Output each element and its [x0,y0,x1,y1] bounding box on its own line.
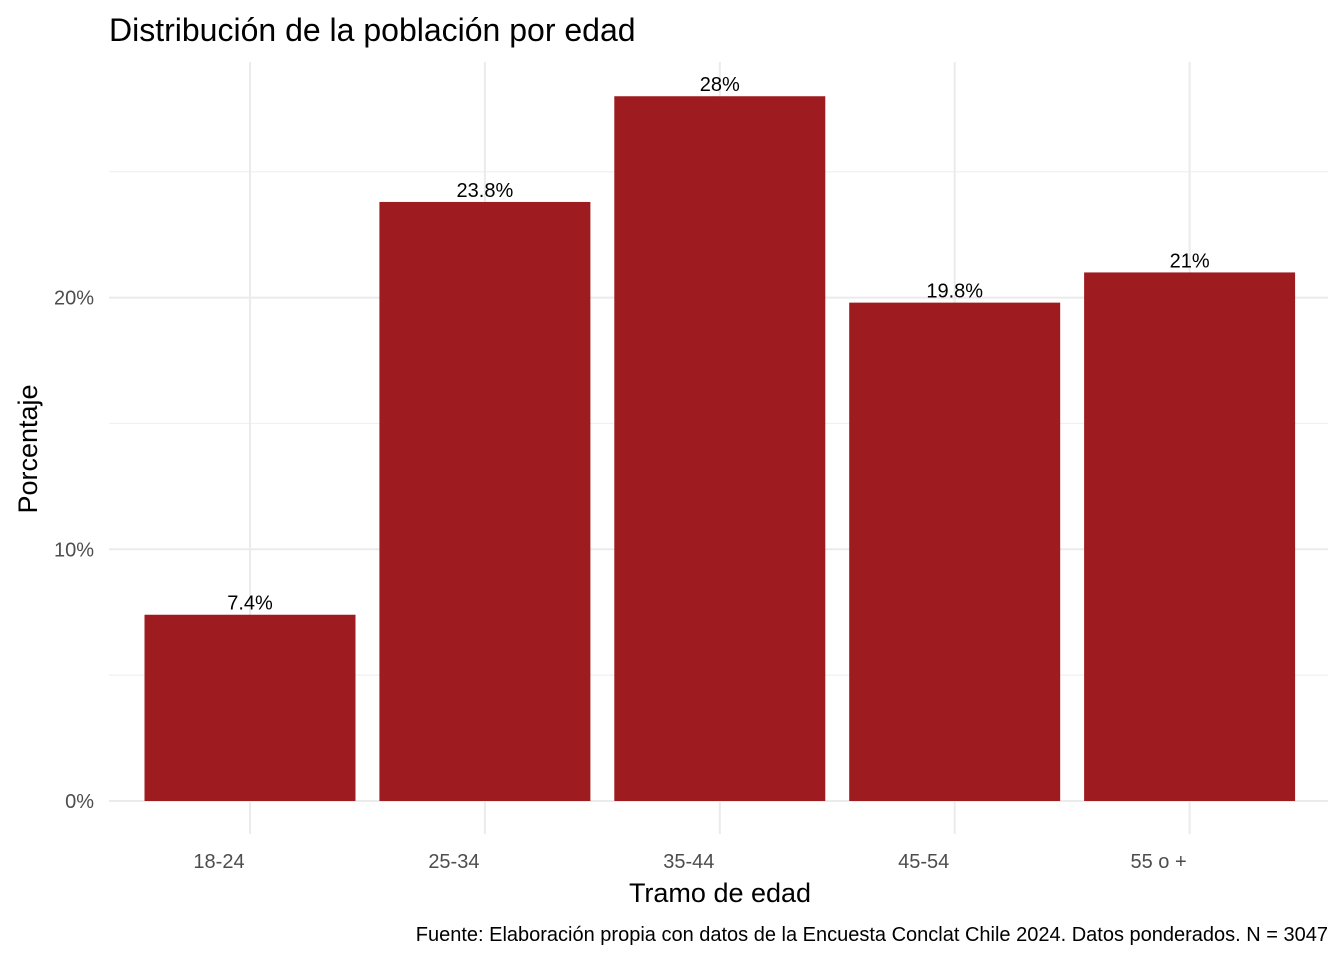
x-tick-label: 55 o + [1131,851,1187,873]
x-axis-ticks: 18-24 25-34 35-44 45-54 55 o + [193,851,1186,873]
bar [849,302,1061,801]
x-tick-label: 18-24 [193,851,244,873]
bar-value-label: 21% [1170,250,1210,272]
chart-title: Distribución de la población por edad [109,12,636,48]
bar [144,614,356,801]
y-axis-ticks: 0% 10% 20% [54,288,94,813]
y-tick-label: 0% [65,791,94,813]
y-axis-title: Porcentaje [13,384,43,513]
bar-value-label: 28% [700,74,740,96]
x-tick-label: 45-54 [898,851,949,873]
x-tick-label: 25-34 [428,851,479,873]
y-tick-label: 20% [54,288,94,310]
bar [379,201,591,802]
bar [1084,272,1296,801]
bar [614,96,826,802]
x-axis-title: Tramo de edad [629,878,811,908]
bars-group [144,96,1296,802]
bar-value-label: 23.8% [457,180,514,202]
bar-labels-group: 7.4% 23.8% 28% 19.8% 21% [227,74,1210,615]
bar-value-label: 19.8% [926,281,983,303]
x-tick-label: 35-44 [663,851,714,873]
bar-value-label: 7.4% [227,593,273,615]
y-tick-label: 10% [54,539,94,561]
chart-caption: Fuente: Elaboración propia con datos de … [416,924,1328,946]
